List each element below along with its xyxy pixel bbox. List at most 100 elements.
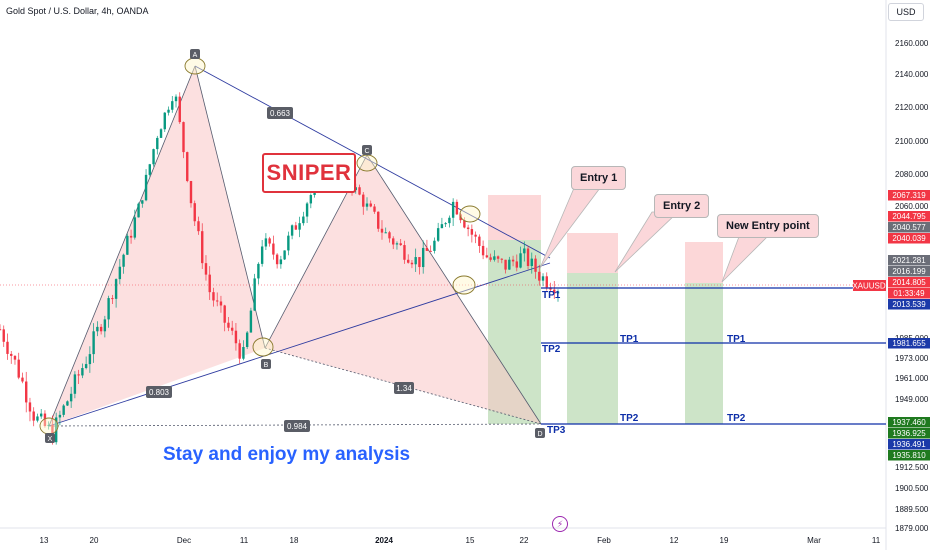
candle-body bbox=[47, 424, 50, 427]
candle-body bbox=[208, 274, 211, 293]
candle-body bbox=[39, 413, 43, 417]
candle-body bbox=[144, 174, 148, 201]
sniper-watermark: SNIPER bbox=[262, 153, 356, 193]
price-label-box bbox=[888, 277, 930, 288]
candle-body bbox=[541, 276, 545, 281]
price-scale-labels: 2067.319 2044.795 2040.577 2040.039 2021.281… bbox=[888, 190, 930, 461]
price-label: 1936.491 bbox=[892, 440, 926, 449]
candle-body bbox=[174, 96, 178, 102]
candle-body bbox=[294, 225, 298, 230]
tp2-label-c: TP2 bbox=[727, 413, 746, 424]
candle-body bbox=[107, 298, 110, 320]
price-label-box bbox=[888, 190, 930, 201]
price-label: 1935.810 bbox=[892, 451, 926, 460]
price-label-box bbox=[888, 222, 930, 233]
candle-body bbox=[171, 101, 174, 110]
price-label: 1937.460 bbox=[892, 418, 926, 427]
candle-body bbox=[137, 203, 140, 218]
candle-body bbox=[36, 416, 39, 421]
candle-body bbox=[440, 224, 444, 229]
candle-body bbox=[418, 257, 421, 268]
candle-body bbox=[380, 228, 384, 233]
candle-body bbox=[410, 262, 414, 265]
candle-body bbox=[182, 122, 185, 153]
candle-body bbox=[167, 109, 170, 113]
time-tick-label: Feb bbox=[597, 536, 611, 545]
ratio-bd: 1.34 bbox=[396, 384, 412, 393]
new-entry-callout: New Entry point bbox=[717, 214, 819, 238]
candle-body bbox=[508, 259, 511, 270]
symbol-title[interactable]: Gold Spot / U.S. Dollar, 4h, OANDA bbox=[6, 6, 149, 16]
price-label-box bbox=[888, 255, 930, 266]
price-tick-label: 1949.000 bbox=[895, 395, 929, 404]
candle-body bbox=[260, 246, 264, 264]
candle-body bbox=[126, 235, 129, 255]
price-tick-label: 1889.500 bbox=[895, 505, 929, 514]
candle-body bbox=[189, 181, 193, 204]
candle-body bbox=[0, 329, 2, 331]
entry2-pointer bbox=[614, 211, 679, 273]
candle-body bbox=[538, 271, 541, 281]
price-label: 2014.805 bbox=[892, 278, 926, 287]
candle-body bbox=[133, 217, 137, 238]
long-profit-zone-2 bbox=[567, 273, 618, 424]
ratio-labels: 0.663 0.803 1.34 0.984 bbox=[146, 107, 414, 432]
candle-body bbox=[309, 194, 313, 204]
candle-body bbox=[407, 259, 410, 263]
new-entry-pointer bbox=[721, 233, 771, 283]
tp1-label-b: TP1 bbox=[620, 334, 639, 345]
candle-body bbox=[77, 374, 80, 376]
currency-button[interactable]: USD bbox=[888, 3, 924, 21]
time-tick-label: 22 bbox=[520, 536, 529, 545]
price-label: 2016.199 bbox=[892, 267, 926, 276]
candle-body bbox=[395, 243, 399, 245]
time-axis[interactable]: 13 20 Dec 11 18 2024 15 22 Feb 12 19 Mar 11 bbox=[40, 536, 881, 545]
short-risk-zone-2 bbox=[567, 233, 618, 273]
candle-body bbox=[268, 238, 271, 244]
candle-body bbox=[511, 259, 515, 262]
descending-trendline bbox=[194, 65, 551, 259]
symbol-tag bbox=[853, 280, 886, 291]
candle-body bbox=[92, 331, 95, 355]
time-tick-label: 12 bbox=[670, 536, 679, 545]
candle-body bbox=[436, 228, 440, 241]
candle-body bbox=[84, 364, 88, 369]
candle-body bbox=[197, 221, 200, 232]
lightning-icon[interactable]: ⚡ bbox=[552, 516, 568, 532]
candle-body bbox=[377, 211, 380, 229]
candle-body bbox=[463, 220, 466, 228]
tp1-label-c: TP1 bbox=[727, 334, 746, 345]
candle-body bbox=[500, 258, 504, 260]
candle-body bbox=[32, 411, 35, 421]
candle-body bbox=[429, 250, 432, 252]
candle-body bbox=[504, 259, 507, 270]
price-label-box bbox=[888, 211, 930, 222]
point-c-label: C bbox=[364, 148, 369, 155]
candle-body bbox=[448, 217, 451, 224]
price-label: 01:33:49 bbox=[893, 289, 925, 298]
candle-body bbox=[99, 326, 103, 332]
candle-body bbox=[238, 343, 241, 359]
price-label: 2040.039 bbox=[892, 234, 926, 243]
candle-body bbox=[290, 225, 294, 236]
pivot-highlights bbox=[39, 57, 481, 435]
candle-body bbox=[373, 206, 376, 212]
candle-body bbox=[111, 298, 114, 300]
ratio-label-box bbox=[146, 386, 172, 398]
price-label: 2040.577 bbox=[892, 223, 926, 232]
candle-body bbox=[114, 279, 118, 299]
price-tick-label: 1973.000 bbox=[895, 354, 929, 363]
price-tick-label: 1912.500 bbox=[895, 463, 929, 472]
tp2-label-a: TP2 bbox=[542, 344, 561, 355]
pattern-xab-triangle bbox=[49, 66, 265, 426]
candle-body bbox=[481, 245, 485, 256]
candle-body bbox=[257, 263, 260, 279]
price-label-box bbox=[888, 428, 930, 439]
candle-body bbox=[6, 341, 9, 354]
time-tick-label: Dec bbox=[177, 536, 191, 545]
candle-body bbox=[556, 291, 560, 294]
price-tick-label: 2100.000 bbox=[895, 137, 929, 146]
price-label-box bbox=[888, 266, 930, 277]
price-tick-label: 1879.000 bbox=[895, 524, 929, 533]
